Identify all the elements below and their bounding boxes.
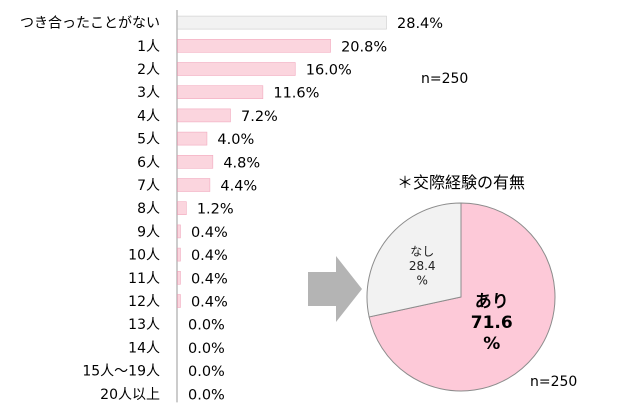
value-label: 7.2% <box>241 109 278 125</box>
value-label: 0.0% <box>188 364 225 380</box>
arrow-icon <box>308 256 362 322</box>
bar <box>177 224 181 239</box>
bar <box>177 294 181 308</box>
value-label: 0.4% <box>191 248 228 264</box>
bar <box>177 155 214 169</box>
value-label: 28.4% <box>397 16 443 32</box>
bar <box>177 178 211 192</box>
category-label: 10人 <box>128 248 160 264</box>
category-label: 7人 <box>137 178 160 194</box>
pie-slice <box>368 202 556 392</box>
pie-slice-label: % <box>483 334 500 354</box>
value-label: 0.4% <box>191 295 228 311</box>
pie-slice-label: 28.4 <box>409 259 436 273</box>
bar-chart: つき合ったことがない 1人 2人 3人 4人 5人 6人 7人 8人 9人 10人 11人 12人 13人… <box>20 10 468 403</box>
category-label: 6人 <box>137 155 160 171</box>
category-label: 2人 <box>137 62 160 78</box>
bar <box>177 247 181 262</box>
pie-slice-label: あり <box>475 292 509 312</box>
category-label: 14人 <box>128 340 160 356</box>
category-label: 11人 <box>128 271 160 287</box>
value-label: 4.4% <box>220 179 257 195</box>
bar <box>177 201 187 215</box>
value-label: 11.6% <box>273 86 319 102</box>
category-label: 8人 <box>137 201 160 217</box>
value-label: 1.2% <box>197 202 234 218</box>
bar <box>177 131 208 146</box>
value-label: 20.8% <box>341 39 387 55</box>
value-label: 4.8% <box>223 155 260 171</box>
pie-sample-size-note: n=250 <box>530 374 577 390</box>
value-label: 0.4% <box>191 271 228 287</box>
category-label: 12人 <box>128 294 160 310</box>
category-labels: つき合ったことがない 1人 2人 3人 4人 5人 6人 7人 8人 9人 10人 11人 12人 13人… <box>20 16 160 403</box>
value-label: 0.0% <box>188 341 225 357</box>
category-label: 13人 <box>128 317 160 333</box>
pie-title: ＊交際経験の有無 <box>397 173 525 192</box>
bars <box>177 15 387 308</box>
value-label: 4.0% <box>217 132 254 148</box>
pie-slice <box>366 202 462 318</box>
value-labels: 28.4% 20.8% 16.0% 11.6% 7.2% 4.0% 4.8% 4.4% 1.2%… <box>188 16 443 403</box>
category-label: 20人以上 <box>100 387 160 403</box>
bar <box>177 270 181 285</box>
bar <box>177 85 264 99</box>
category-label: 1人 <box>137 39 160 55</box>
value-label: 0.0% <box>188 318 225 334</box>
pie-slice-label: 71.6 <box>471 313 513 333</box>
category-label: 15人〜19人 <box>82 364 160 380</box>
category-label: 4人 <box>137 108 160 124</box>
bar <box>177 38 331 53</box>
bar <box>177 108 231 123</box>
value-label: 0.4% <box>191 225 228 241</box>
bar <box>177 62 296 76</box>
arrow-shape <box>308 256 362 322</box>
bar-sample-size-note: n=250 <box>421 71 468 87</box>
bar <box>177 15 387 30</box>
category-label: つき合ったことがない <box>20 16 160 32</box>
category-label: 9人 <box>137 224 160 240</box>
pie-slices <box>366 202 556 392</box>
value-label: 16.0% <box>306 63 352 79</box>
value-label: 0.0% <box>188 387 225 403</box>
category-label: 3人 <box>137 85 160 101</box>
pie-slice-label: なし <box>410 245 434 259</box>
pie-slice-label: % <box>417 274 428 288</box>
category-label: 5人 <box>137 132 160 148</box>
